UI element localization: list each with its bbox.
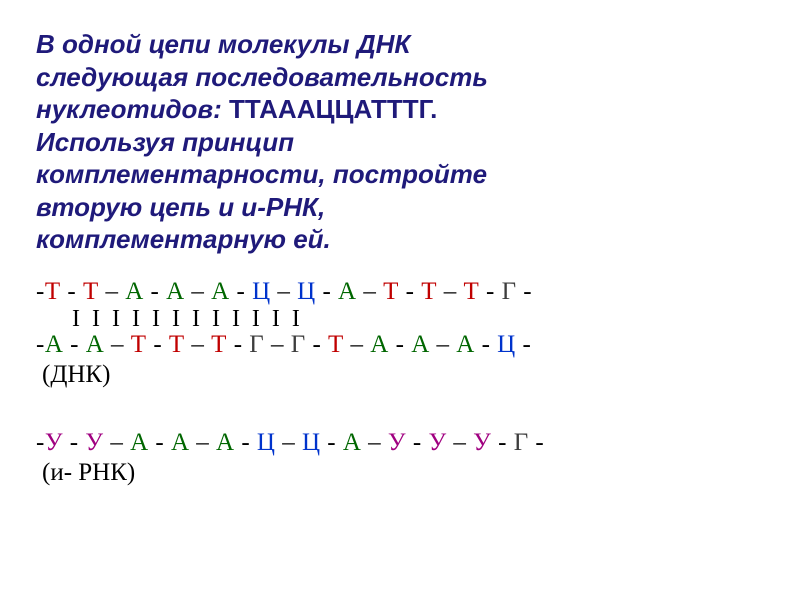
slide-page: В одной цепи молекулы ДНК следующая посл… — [0, 0, 800, 600]
rna-strand: -У - У – А - А – А - Ц – Ц - А – У - У –… — [36, 429, 764, 457]
pairing-ticks: ІІІІІІІІІІІІ — [36, 306, 764, 333]
label-dna: (ДНК) — [36, 361, 764, 389]
title-line-7: комплементарную ей. — [36, 224, 331, 254]
given-sequence: ТТАААЦЦАТТТГ. — [229, 94, 437, 124]
title-line-3a: нуклеотидов: — [36, 94, 229, 124]
dna-strand-1: -Т - Т – А - А – А - Ц – Ц - А – Т - Т –… — [36, 278, 764, 306]
title-line-1: В одной цепи молекулы ДНК — [36, 29, 410, 59]
title-line-6: вторую цепь и и-РНК, — [36, 192, 325, 222]
title-line-5: комплементарности, постройте — [36, 159, 487, 189]
dna-strand-2: -А - А – Т - Т – Т - Г – Г - Т – А - А –… — [36, 331, 764, 359]
label-rna: (и- РНК) — [36, 459, 764, 487]
title-line-4: Используя принцип — [36, 127, 294, 157]
title-line-2: следующая последовательность — [36, 62, 488, 92]
problem-statement: В одной цепи молекулы ДНК следующая посл… — [36, 28, 764, 256]
spacer — [36, 407, 764, 429]
